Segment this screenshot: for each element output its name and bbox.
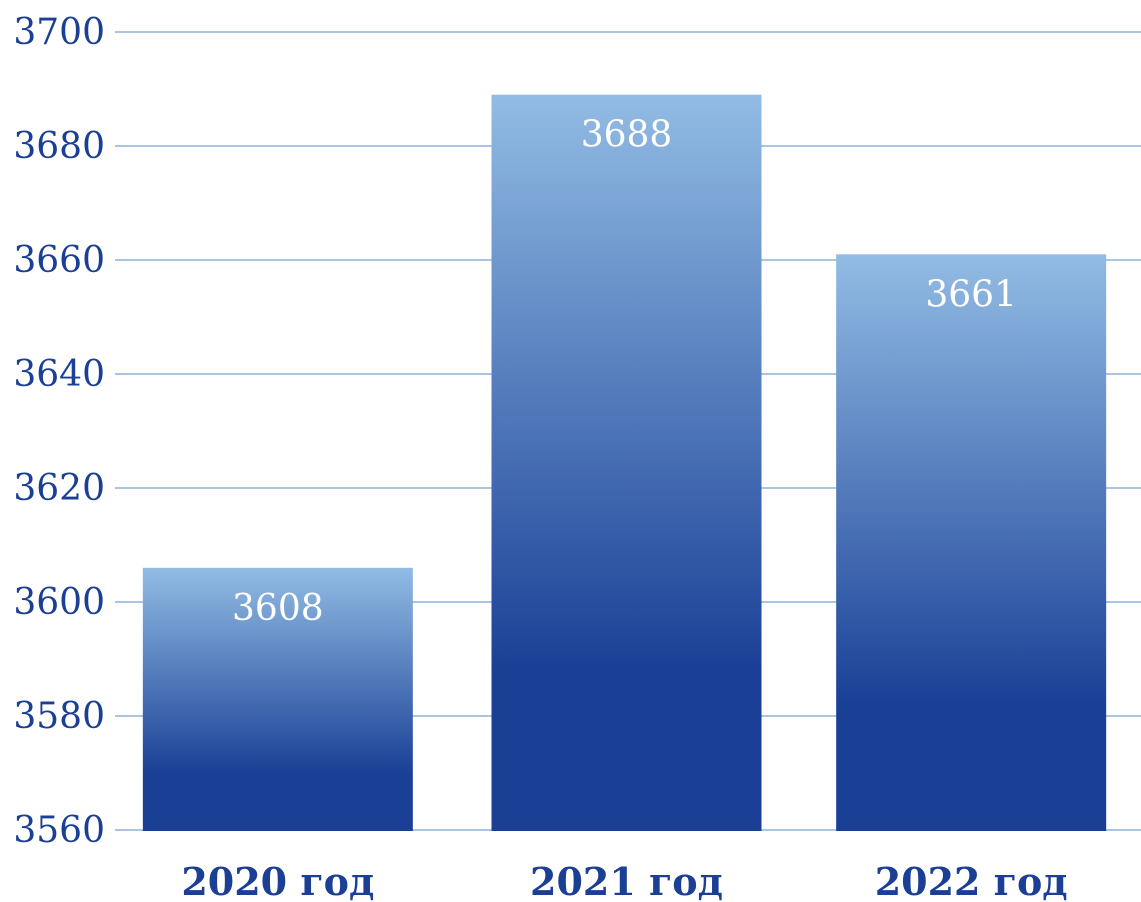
bar-value-label: 3688 [581, 115, 673, 156]
bars [142, 94, 1107, 832]
y-tick-label: 3660 [13, 240, 105, 281]
y-tick-label: 3560 [13, 810, 105, 851]
y-tick-label: 3680 [13, 126, 105, 167]
bar-2 [491, 94, 762, 831]
bar-3 [836, 254, 1107, 832]
y-tick-label: 3700 [13, 12, 105, 53]
x-category-label: 2022 год [875, 859, 1068, 902]
y-tick-label: 3640 [13, 354, 105, 395]
y-axis-tick-labels: 3560 3580 3600 3620 3640 3660 3680 3700 [13, 12, 105, 851]
y-tick-label: 3580 [13, 696, 105, 737]
x-category-label: 2021 год [530, 859, 723, 902]
x-category-label: 2020 год [181, 859, 374, 902]
bar-value-label: 3661 [925, 274, 1017, 315]
bar-value-label: 3608 [232, 588, 324, 629]
y-tick-label: 3600 [13, 582, 105, 623]
x-axis-category-labels: 2020 год 2021 год 2022 год [181, 859, 1067, 902]
data-labels: 3608 3688 3661 [232, 115, 1017, 629]
bar-1 [142, 567, 413, 831]
y-tick-label: 3620 [13, 468, 105, 509]
